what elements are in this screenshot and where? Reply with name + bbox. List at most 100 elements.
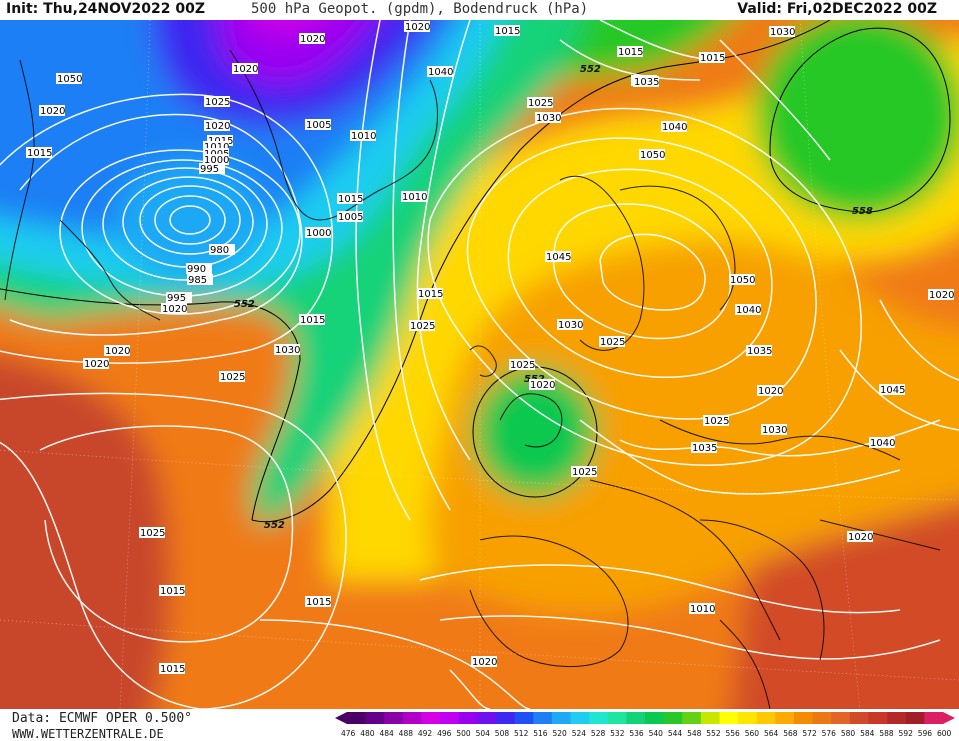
legend-tick-label: 536 — [629, 729, 644, 738]
pressure-label-text: 1050 — [640, 150, 665, 161]
pressure-label-text: 1020 — [848, 532, 873, 543]
pressure-label-box — [427, 66, 453, 77]
pressure-label-text: 1040 — [736, 305, 761, 316]
pressure-label: 1025 — [204, 96, 230, 108]
pressure-label-box — [204, 120, 230, 131]
pressure-label-text: 1035 — [747, 346, 772, 357]
legend-swatch — [645, 712, 665, 724]
legend-swatch — [514, 712, 534, 724]
pressure-label-box — [159, 663, 185, 674]
pressure-label-text: 1020 — [929, 290, 954, 301]
pressure-label-text: 1000 — [306, 228, 331, 239]
pressure-label-text: 995 — [200, 164, 219, 175]
pressure-label-text: 1020 — [758, 386, 783, 397]
legend-swatch — [421, 712, 441, 724]
legend-tick-label: 552 — [706, 729, 721, 738]
pressure-label: 985 — [187, 274, 213, 286]
pressure-label-text: 1050 — [730, 275, 755, 286]
pressure-label-text: 1025 — [600, 337, 625, 348]
pressure-label-text: 1015 — [306, 597, 331, 608]
pressure-label: 1025 — [527, 97, 553, 109]
legend-tick-label: 516 — [533, 729, 548, 738]
pressure-label-box — [337, 211, 363, 222]
pressure-label: 1015 — [299, 314, 325, 326]
pressure-label-box — [186, 263, 212, 274]
pressure-label-box — [159, 585, 185, 596]
pressure-label: 1045 — [545, 251, 571, 263]
pressure-label-text: 1030 — [770, 27, 795, 38]
pressure-label-text: 1015 — [418, 289, 443, 300]
website-link[interactable]: WWW.WETTERZENTRALE.DE — [12, 727, 164, 741]
legend-tick-label: 496 — [437, 729, 452, 738]
pressure-label: 1020 — [39, 105, 65, 117]
pressure-label-box — [83, 358, 109, 369]
pressure-label-text: 1025 — [510, 360, 535, 371]
pressure-label-box — [299, 33, 325, 44]
legend-swatch — [551, 712, 571, 724]
legend-tick-label: 596 — [918, 729, 933, 738]
pressure-label-text: 1035 — [634, 77, 659, 88]
pressure-label: 1035 — [746, 345, 772, 357]
pressure-label-text: 1040 — [662, 122, 687, 133]
pressure-label: 1020 — [471, 656, 497, 668]
pressure-label: 1020 — [104, 345, 130, 357]
legend-swatch — [440, 712, 460, 724]
pressure-label-text: 1025 — [704, 416, 729, 427]
pressure-label: 1015 — [494, 25, 520, 37]
pressure-label-box — [401, 191, 427, 202]
legend-swatch — [868, 712, 888, 724]
pressure-label-box — [639, 149, 665, 160]
legend-tick-label: 544 — [668, 729, 683, 738]
pressure-label: 1015 — [699, 52, 725, 64]
legend-tick-label: 488 — [399, 729, 414, 738]
geopot-label: 558 — [852, 206, 873, 217]
pressure-label-box — [757, 385, 783, 396]
pressure-label-text: 1015 — [618, 47, 643, 58]
legend-tick-label: 476 — [341, 729, 356, 738]
map-title: 500 hPa Geopot. (gpdm), Bodendruck (hPa) — [251, 1, 589, 17]
legend-tick-label: 524 — [572, 729, 587, 738]
pressure-label-text: 1020 — [472, 657, 497, 668]
pressure-label-box — [305, 596, 331, 607]
pressure-label-box — [617, 46, 643, 57]
pressure-label-box — [557, 319, 583, 330]
pressure-label: 995 — [199, 163, 225, 175]
pressure-label-box — [209, 244, 235, 255]
pressure-label: 1035 — [633, 76, 659, 88]
legend-swatch — [626, 712, 646, 724]
data-source: Data: ECMWF OPER 0.500° — [12, 711, 193, 726]
pressure-label-box — [274, 344, 300, 355]
legend-tick-label: 580 — [841, 729, 856, 738]
pressure-label: 1005 — [305, 119, 331, 131]
pressure-label-text: 1025 — [220, 372, 245, 383]
pressure-label-box — [203, 148, 229, 159]
pressure-label: 1030 — [535, 112, 561, 124]
legend-swatch — [477, 712, 497, 724]
pressure-label-text: 1020 — [300, 34, 325, 45]
pressure-label-text: 1010 — [690, 604, 715, 615]
legend-tick-label: 480 — [360, 729, 375, 738]
pressure-label: 1015 — [26, 147, 52, 159]
pressure-label-text: 1040 — [870, 438, 895, 449]
pressure-label-box — [535, 112, 561, 123]
pressure-label-text: 1025 — [528, 98, 553, 109]
pressure-label-text: 1000 — [204, 155, 229, 166]
pressure-label: 1030 — [274, 344, 300, 356]
legend-swatch — [831, 712, 851, 724]
pressure-label-box — [689, 603, 715, 614]
pressure-label-box — [417, 288, 443, 299]
pressure-labels: 1020 1015 1020 1020 1015 1020 1015 1030 1040 1050… — [26, 21, 954, 675]
pressure-label: 1040 — [427, 66, 453, 78]
legend-swatch — [756, 712, 776, 724]
pressure-label-box — [699, 52, 725, 63]
pressure-label: 1040 — [735, 304, 761, 316]
pressure-label-box — [869, 437, 895, 448]
pressure-label: 990 — [186, 263, 212, 275]
pressure-label: 1015 — [417, 288, 443, 300]
pressure-label-box — [746, 345, 772, 356]
legend-tick-label: 556 — [726, 729, 741, 738]
pressure-label-text: 1020 — [233, 64, 258, 75]
legend-tick-label: 528 — [591, 729, 606, 738]
pressure-label-box — [599, 336, 625, 347]
pressure-label-box — [204, 96, 230, 107]
